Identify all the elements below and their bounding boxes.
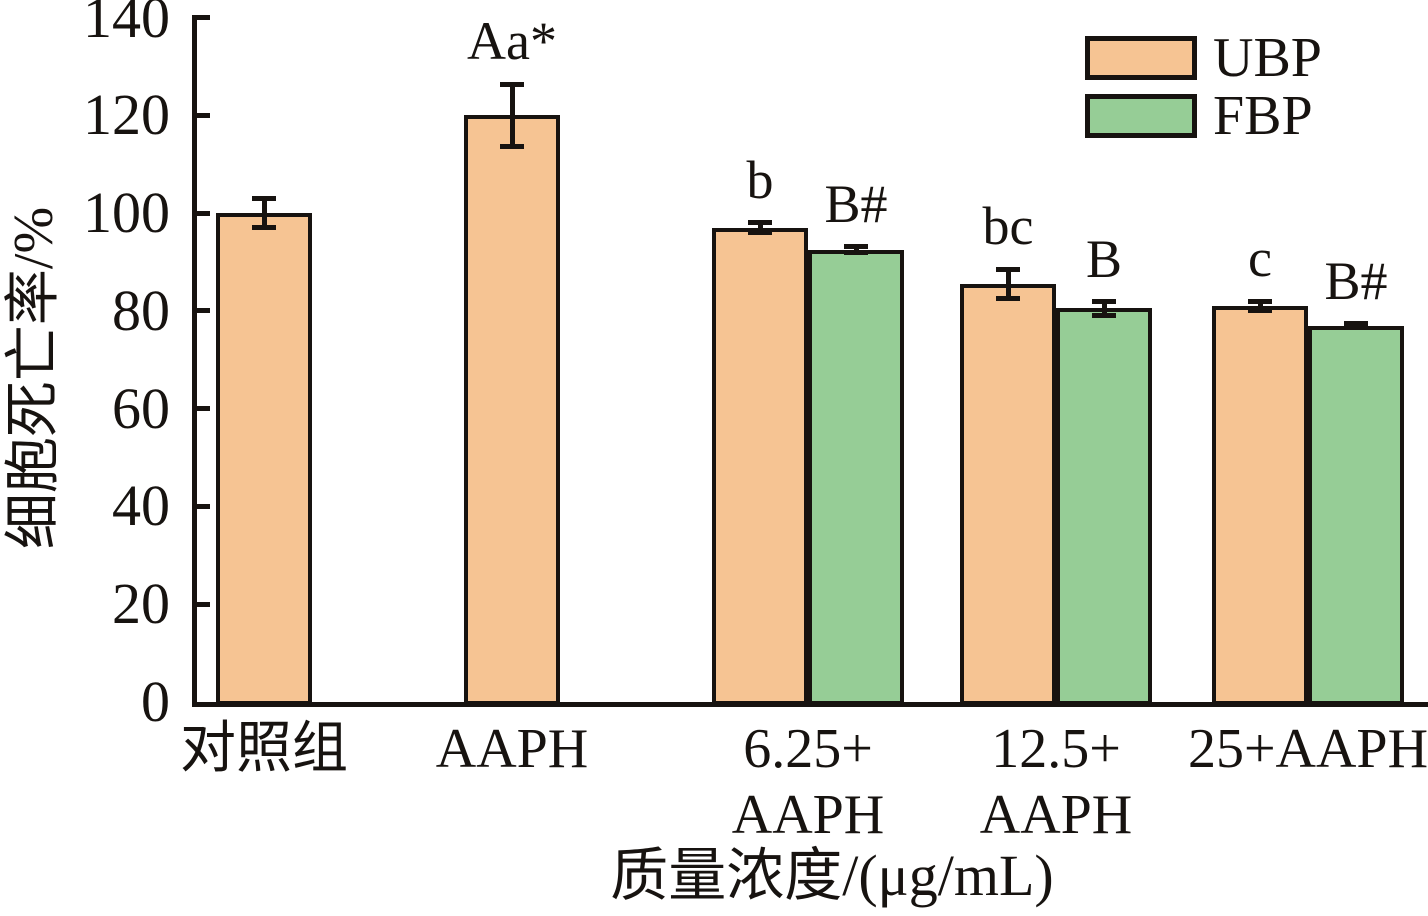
bar-ubp-group5: [1212, 305, 1308, 705]
y-tick: [192, 210, 210, 216]
y-tick: [192, 406, 210, 412]
significance-label: B: [1085, 228, 1123, 289]
significance-label: B#: [1324, 250, 1388, 311]
x-category-label: AAPH: [436, 716, 588, 782]
y-tick: [192, 601, 210, 607]
x-category-line: AAPH: [979, 784, 1133, 846]
error-bar-cap: [748, 220, 772, 226]
x-axis-title: 质量浓度/(μg/mL): [610, 843, 1054, 908]
y-tick: [192, 308, 210, 314]
bar-fbp-group5: [1308, 325, 1404, 705]
significance-label: bc: [982, 196, 1034, 257]
error-bar-stem: [1257, 301, 1263, 311]
legend-swatch-ubp: [1085, 36, 1197, 80]
bar-fbp-group3: [808, 249, 904, 705]
x-category-line: 6.25+: [743, 718, 873, 780]
y-tick-label: 80: [112, 277, 170, 343]
error-bar-cap: [844, 250, 868, 256]
x-category-line: 对照组: [180, 718, 348, 780]
y-tick-label: 60: [112, 375, 170, 441]
bar-fbp-group4: [1056, 308, 1152, 705]
y-tick-label: 0: [141, 669, 170, 734]
bar-ubp-group3: [712, 227, 808, 705]
y-tick-label: 140: [83, 0, 170, 50]
significance-label: b: [746, 149, 774, 210]
error-bar-cap: [996, 266, 1020, 272]
error-bar-stem: [757, 222, 763, 233]
x-category-line: 25+AAPH: [1187, 718, 1428, 780]
error-bar-cap: [252, 225, 276, 231]
significance-label: Aa*: [467, 11, 557, 72]
error-bar-stem: [1005, 269, 1011, 299]
significance-label: c: [1248, 228, 1272, 289]
error-bar-cap: [844, 244, 868, 250]
x-category-label: 6.25+ AAPH: [732, 716, 884, 848]
bar-ubp-group4: [960, 283, 1056, 705]
error-bar-cap: [748, 230, 772, 236]
legend-item-ubp: UBP: [1085, 30, 1322, 86]
bar-ubp-group2: [464, 115, 560, 705]
x-category-line: AAPH: [435, 718, 589, 780]
error-bar-cap: [1092, 312, 1116, 318]
x-category-line: 12.5+: [991, 718, 1121, 780]
error-bar-cap: [1344, 321, 1368, 327]
error-bar-stem: [1101, 301, 1107, 316]
legend-label-ubp: UBP: [1213, 27, 1322, 89]
y-tick-label: 120: [83, 82, 170, 148]
error-bar-cap: [252, 195, 276, 201]
y-tick: [192, 15, 210, 20]
y-tick-label: 40: [112, 473, 170, 539]
error-bar-cap: [500, 81, 524, 87]
legend-item-fbp: FBP: [1085, 88, 1313, 144]
x-category-label: 12.5+ AAPH: [980, 716, 1132, 848]
error-bar-cap: [996, 296, 1020, 302]
significance-label: B#: [824, 173, 888, 234]
error-bar-cap: [1248, 308, 1272, 314]
x-category-label: 25+AAPH: [1188, 716, 1428, 782]
y-tick-label: 100: [83, 180, 170, 246]
y-tick-label: 20: [112, 571, 170, 637]
legend-label-fbp: FBP: [1213, 85, 1313, 147]
error-bar-cap: [1248, 298, 1272, 304]
error-bar-cap: [500, 143, 524, 149]
y-axis-title: 细胞死亡率/%: [3, 206, 65, 550]
error-bar-stem: [509, 84, 515, 147]
y-tick: [192, 503, 210, 509]
x-category-label: 对照组: [180, 716, 348, 782]
error-bar-cap: [1092, 299, 1116, 305]
error-bar-stem: [853, 246, 859, 253]
error-bar-stem: [261, 198, 267, 228]
legend-swatch-fbp: [1085, 94, 1197, 138]
bar-ubp-group1: [216, 213, 312, 705]
x-category-line: AAPH: [731, 784, 885, 846]
y-tick: [192, 112, 210, 118]
error-bar-cap: [1344, 324, 1368, 330]
